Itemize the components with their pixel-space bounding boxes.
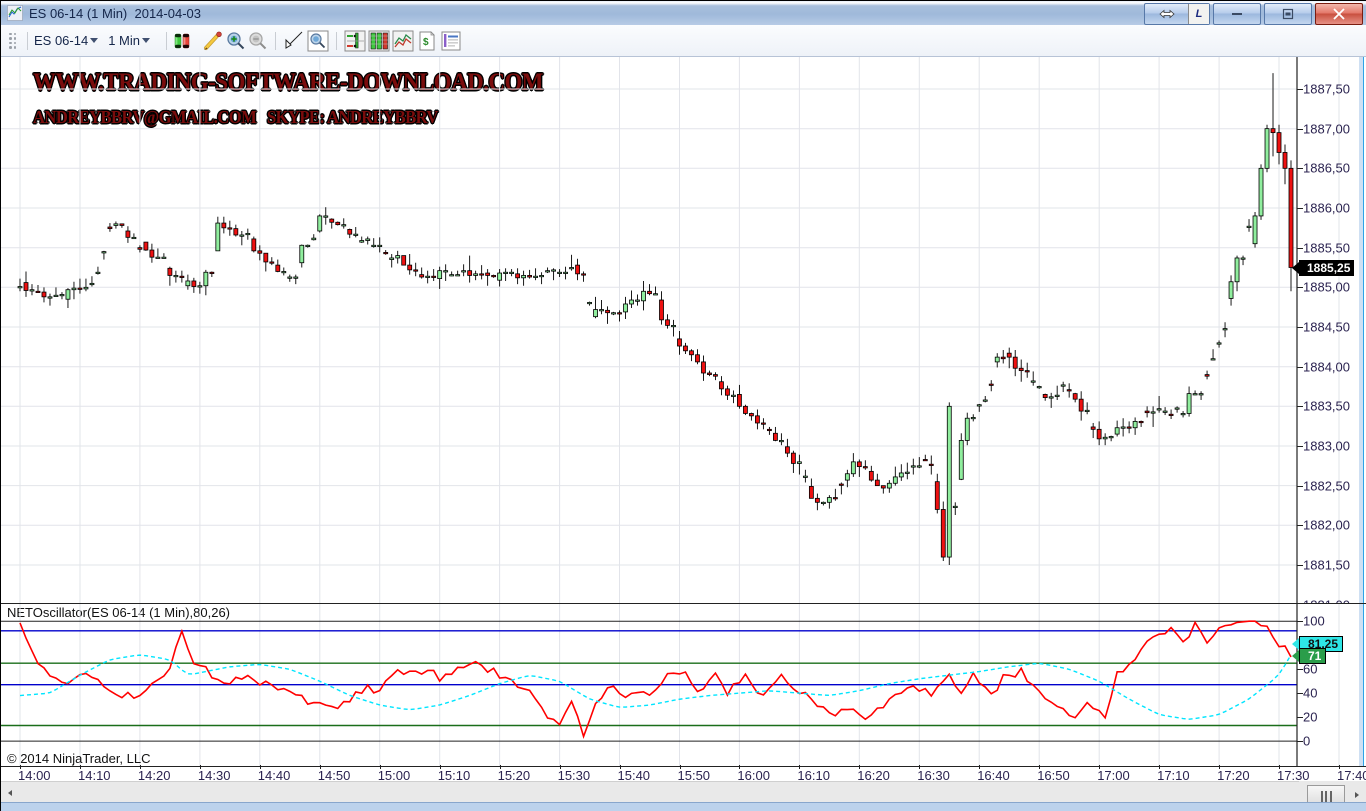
svg-text:$: $ <box>423 37 429 48</box>
